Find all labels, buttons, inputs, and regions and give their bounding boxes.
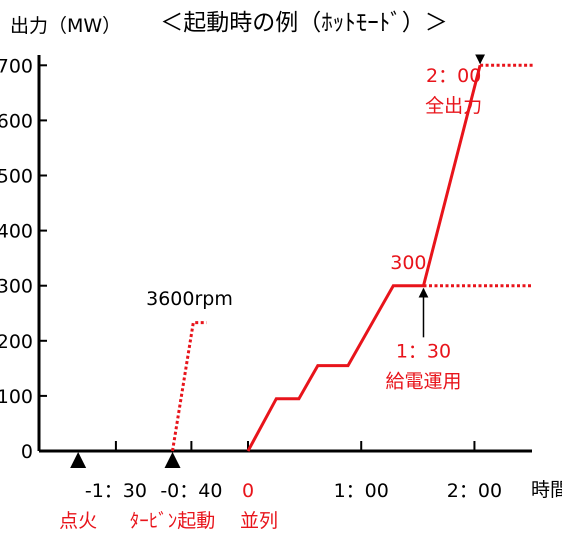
series-line-2 bbox=[171, 321, 207, 452]
marker-triangle bbox=[70, 452, 87, 468]
y-tick-label: 300 bbox=[0, 276, 33, 298]
annotation-text: 300 bbox=[390, 252, 426, 274]
y-tick-label: 700 bbox=[0, 55, 33, 77]
x-tick-label: 0 bbox=[242, 480, 254, 502]
annotation-text: 全出力 bbox=[425, 95, 482, 117]
y-axis-label: 出力（MW） bbox=[10, 15, 121, 37]
x-tick-label: -0：40 bbox=[160, 480, 222, 502]
annotation-text: 3600rpm bbox=[146, 288, 233, 310]
annotation-text: 2：00 bbox=[426, 65, 481, 87]
axes bbox=[37, 55, 532, 453]
y-tick-label: 400 bbox=[0, 221, 33, 243]
y-tick-label: 600 bbox=[0, 110, 33, 132]
marker-triangle bbox=[164, 452, 181, 468]
marks-layer bbox=[70, 54, 486, 468]
x-tick-label: 1：00 bbox=[334, 480, 389, 502]
annotation-text: 1：30 bbox=[396, 340, 451, 362]
y-tick-label: 500 bbox=[0, 166, 33, 188]
y-tick-label: 100 bbox=[0, 386, 33, 408]
x-tick-label: -1：30 bbox=[85, 480, 147, 502]
event-label: 点火 bbox=[59, 510, 97, 532]
event-label: 並列 bbox=[240, 510, 278, 532]
x-tick-label: 2：00 bbox=[447, 480, 502, 502]
series-line-1 bbox=[246, 64, 482, 452]
text-layer: 0 100 200 300 400 500 600 700 -1：30 -0：40 0 1：00 2：0… bbox=[0, 10, 562, 532]
chart-title: ＜起動時の例（ﾎｯﾄﾓｰﾄﾞ）＞ bbox=[160, 10, 448, 36]
x-axis-label: 時間 bbox=[531, 479, 562, 501]
annotation-text: 給電運用 bbox=[385, 371, 461, 393]
y-tick-label: 200 bbox=[0, 331, 33, 353]
series-layer bbox=[171, 63, 533, 452]
y-tick-label: 0 bbox=[21, 441, 33, 463]
event-label: ﾀｰﾋﾞﾝ起動 bbox=[130, 510, 216, 532]
